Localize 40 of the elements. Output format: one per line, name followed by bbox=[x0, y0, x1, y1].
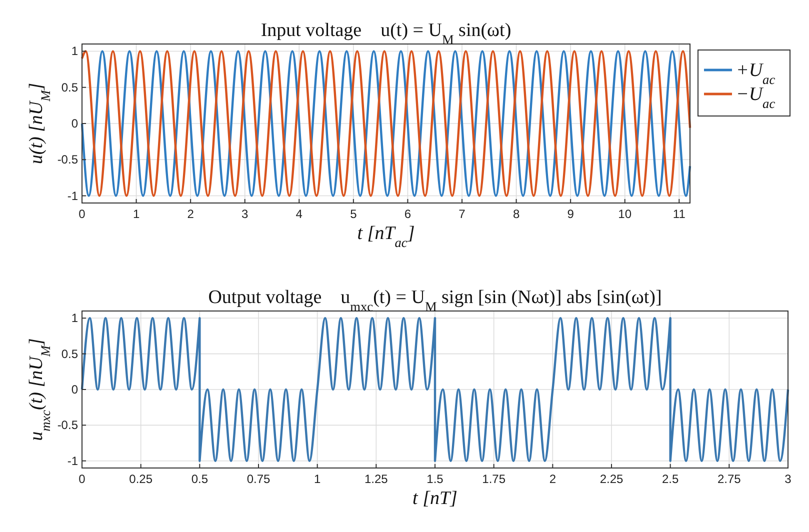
x-tick-label: 10 bbox=[618, 207, 632, 221]
x-axis-title: t [nT] bbox=[412, 488, 458, 509]
line-series bbox=[80, 50, 692, 197]
y-tick-label: 0 bbox=[71, 382, 78, 396]
x-tick-label: 1.25 bbox=[364, 472, 388, 486]
x-tick-label: 4 bbox=[296, 207, 303, 221]
x-tick-label: 11 bbox=[672, 207, 686, 221]
x-tick-label: 0.5 bbox=[191, 472, 208, 486]
y-tick-label: -0.5 bbox=[57, 152, 78, 167]
x-tick-label: 0.25 bbox=[129, 472, 153, 486]
y-tick-label: 0.5 bbox=[61, 346, 78, 361]
y-tick-label: -1 bbox=[67, 188, 78, 203]
x-tick-label: 1.5 bbox=[426, 472, 444, 486]
x-tick-label: 2.5 bbox=[662, 472, 679, 486]
x-tick-label: 2.75 bbox=[717, 472, 742, 486]
x-tick-label: 1 bbox=[132, 207, 140, 221]
chart-title: Input voltage u(t) = U$_{M}$ sin(ωt) bbox=[260, 20, 512, 46]
x-tick-label: 7 bbox=[458, 207, 466, 221]
y-tick-label: 0.5 bbox=[61, 80, 78, 94]
x-tick-label: 2 bbox=[549, 472, 556, 486]
x-tick-label: 9 bbox=[567, 207, 574, 221]
x-tick-label: 5 bbox=[350, 207, 358, 221]
x-tick-label: 1 bbox=[314, 472, 321, 486]
x-tick-label: 8 bbox=[512, 207, 520, 221]
legend-label: +U$_{ac}$ bbox=[736, 60, 776, 86]
y-tick-label: 0 bbox=[71, 116, 78, 130]
legend-label: −U$_{ac}$ bbox=[736, 84, 776, 110]
x-tick-label: 2 bbox=[187, 207, 194, 221]
x-tick-label: 1.75 bbox=[482, 472, 506, 486]
x-tick-label: 2.25 bbox=[600, 472, 624, 486]
chart-title: Output voltage u$_{mxc}$(t) = U$_{M}$ sign [sin (Nωt)] abs [sin(ωt)] bbox=[208, 287, 662, 314]
x-tick-label: 0.75 bbox=[246, 472, 270, 486]
x-axis-title: t [nT$_{ac}$] bbox=[357, 223, 415, 250]
y-tick-label: 1 bbox=[71, 44, 78, 58]
y-tick-label: -1 bbox=[67, 454, 78, 468]
y-tick-label: -0.5 bbox=[57, 418, 78, 432]
x-tick-label: 3 bbox=[242, 207, 249, 221]
x-tick-label: 6 bbox=[404, 207, 412, 221]
y-tick-label: 1 bbox=[71, 311, 78, 326]
x-tick-label: 3 bbox=[784, 472, 792, 486]
